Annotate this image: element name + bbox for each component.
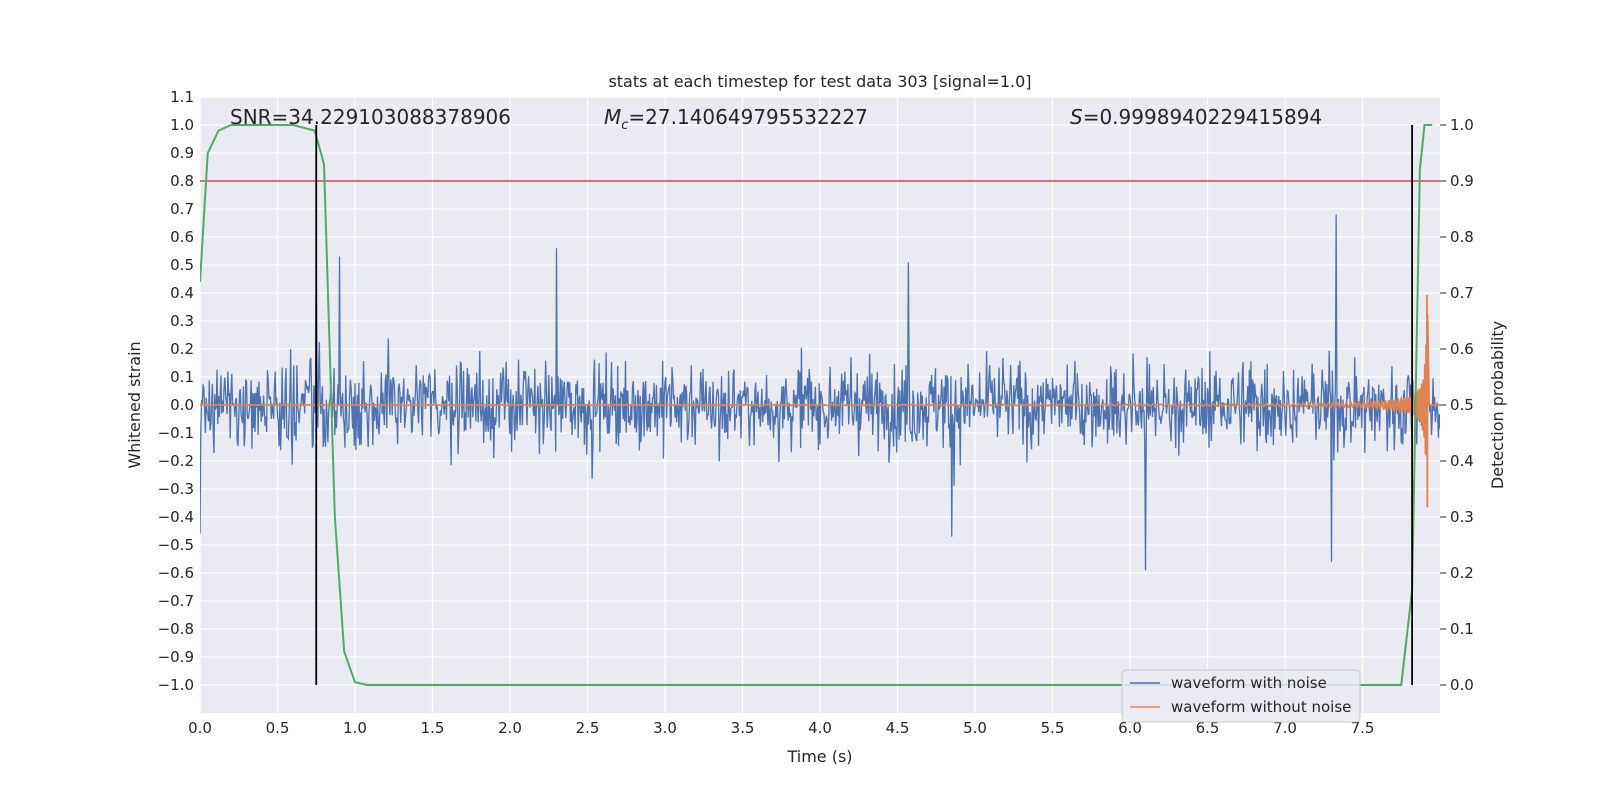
x-tick-label: 7.0 (1273, 719, 1297, 737)
y-tick-label: 0.6 (170, 228, 194, 246)
x-axis-label: Time (s) (786, 747, 852, 766)
series-layer (200, 124, 1440, 686)
y2-tick-label: 0.1 (1450, 620, 1474, 638)
y-tick-label: 0.8 (170, 172, 194, 190)
y2-tick-label: 0.3 (1450, 508, 1474, 526)
y-tick-label: 0.2 (170, 340, 194, 358)
y2-tick-label: 0.5 (1450, 396, 1474, 414)
x-tick-label: 2.5 (576, 719, 600, 737)
legend-box (1121, 669, 1361, 723)
x-tick-label: 5.0 (963, 719, 987, 737)
y-axis-label: Whitened strain (125, 341, 144, 468)
series-detection-probability (200, 124, 1433, 686)
y-tick-label: 0.9 (170, 144, 194, 162)
y-tick-label: −0.1 (158, 424, 194, 442)
legend-label-without-noise: waveform without noise (1171, 698, 1351, 716)
x-tick-label: 4.5 (886, 719, 910, 737)
y-tick-label: 0.3 (170, 312, 194, 330)
x-tick-label: 4.0 (808, 719, 832, 737)
legend-label-with-noise: waveform with noise (1171, 674, 1327, 692)
x-tick-label: 1.5 (421, 719, 445, 737)
score-annotation: S=0.9998940229415894 (1070, 105, 1322, 129)
y-tick-label: −0.9 (158, 648, 194, 666)
s-symbol: S (1070, 105, 1083, 129)
y2-tick-label: 0.8 (1450, 228, 1474, 246)
y2-tick-label: 1.0 (1450, 116, 1474, 134)
y-tick-label: −0.7 (158, 592, 194, 610)
legend: waveform with noise waveform without noi… (1121, 669, 1361, 723)
y-tick-label: −0.5 (158, 536, 194, 554)
x-tick-label: 1.0 (343, 719, 367, 737)
mc-value: =27.140649795532227 (628, 105, 867, 129)
chirp-mass-annotation: Mc=27.140649795532227 (604, 105, 868, 133)
y-tick-label: 0.0 (170, 396, 194, 414)
y-tick-label: −0.4 (158, 508, 194, 526)
x-tick-label: 6.5 (1196, 719, 1220, 737)
mc-subscript: c (621, 118, 628, 133)
y2-tick-label: 0.7 (1450, 284, 1474, 302)
y-tick-label: 0.5 (170, 256, 194, 274)
y2-axis-label: Detection probability (1488, 321, 1507, 489)
x-tick-label: 5.5 (1041, 719, 1065, 737)
y-tick-label: 1.0 (170, 116, 194, 134)
x-tick-label: 2.0 (498, 719, 522, 737)
series-waveform-without-noise (200, 294, 1440, 508)
y-tick-label: −0.8 (158, 620, 194, 638)
x-tick-label: 0.5 (266, 719, 290, 737)
y2-tick-label: 0.0 (1450, 676, 1474, 694)
series-waveform-with-noise (200, 214, 1440, 571)
y-tick-label: −0.3 (158, 480, 194, 498)
x-tick-label: 0.0 (188, 719, 212, 737)
y-tick-label: 0.7 (170, 200, 194, 218)
y-tick-label: 0.1 (170, 368, 194, 386)
y-tick-label: −0.2 (158, 452, 194, 470)
x-tick-label: 3.0 (653, 719, 677, 737)
y-tick-label: −0.6 (158, 564, 194, 582)
y2-tick-label: 0.2 (1450, 564, 1474, 582)
y2-tick-label: 0.4 (1450, 452, 1474, 470)
y-tick-label: 1.1 (170, 88, 194, 106)
x-tick-label: 6.0 (1118, 719, 1142, 737)
y-tick-label: 0.4 (170, 284, 194, 302)
y-tick-label: −1.0 (158, 676, 194, 694)
y2-tick-label: 0.9 (1450, 172, 1474, 190)
s-value: =0.9998940229415894 (1083, 105, 1322, 129)
mc-symbol: M (604, 105, 621, 129)
x-tick-label: 3.5 (731, 719, 755, 737)
x-tick-label: 7.5 (1351, 719, 1375, 737)
y2-tick-label: 0.6 (1450, 340, 1474, 358)
chart-title: stats at each timestep for test data 303… (608, 72, 1031, 91)
snr-annotation: SNR=34.229103088378906 (230, 105, 511, 129)
ticks: 0.0 0.5 1.0 1.5 2.0 2.5 3.0 3.5 4.0 4.5 5.0 5.5 6.0 6… (158, 88, 1474, 737)
